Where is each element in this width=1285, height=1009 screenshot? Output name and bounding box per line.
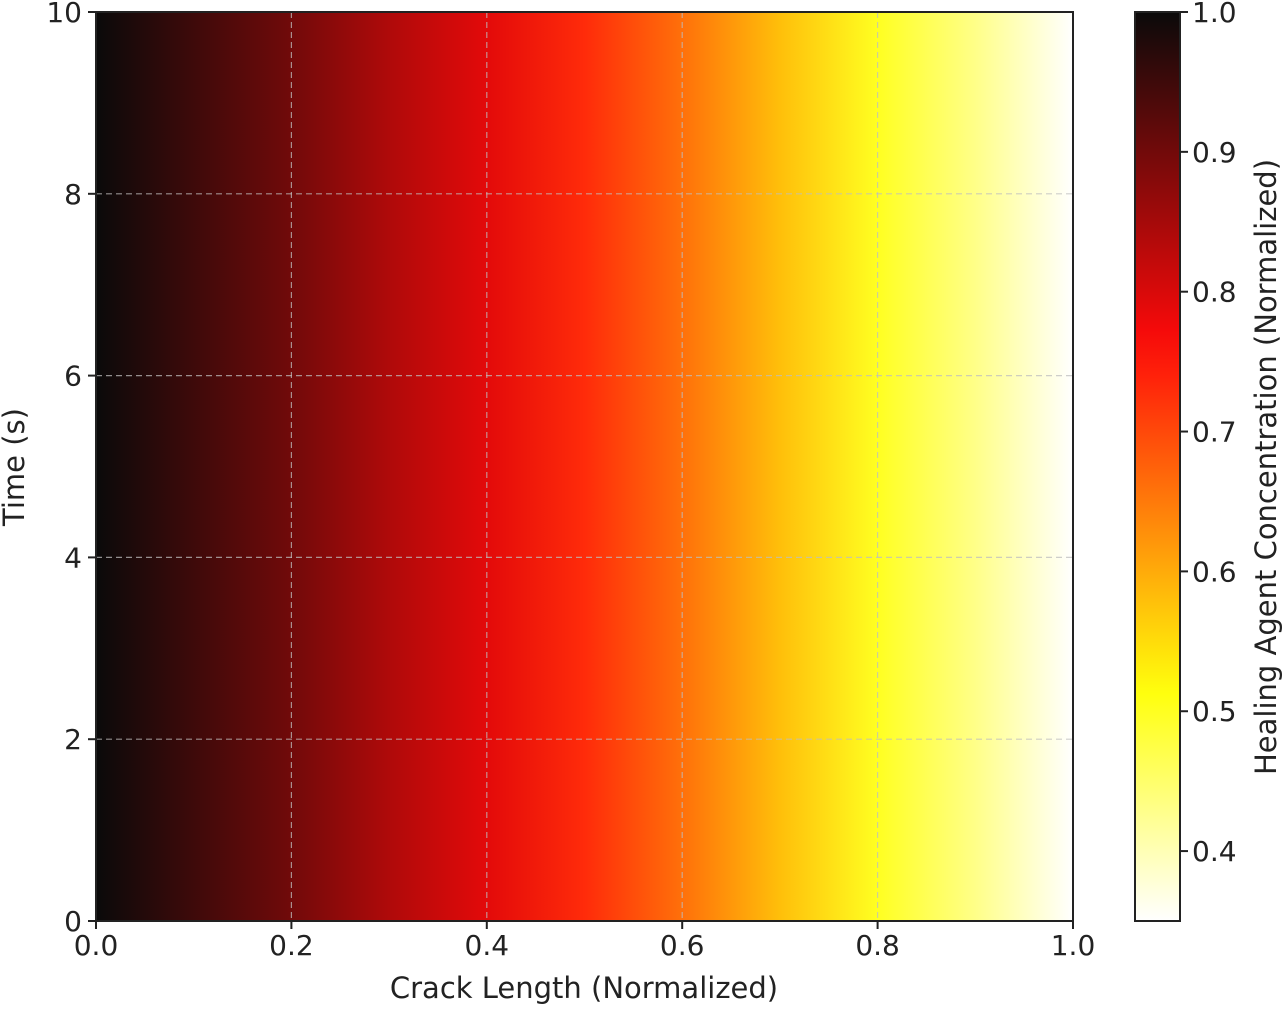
x-axis-label: Crack Length (Normalized) (390, 971, 778, 1005)
y-axis-ticks: 0 2 4 6 8 10 (46, 0, 96, 938)
x-tick-label: 1.0 (1051, 929, 1096, 962)
x-tick-label: 0.6 (660, 929, 705, 962)
x-tick-label: 0.0 (74, 929, 119, 962)
x-axis-ticks: 0.0 0.2 0.4 0.6 0.8 1.0 (74, 921, 1096, 962)
y-tick-label: 2 (64, 723, 82, 756)
y-tick-label: 4 (64, 541, 82, 574)
y-tick-label: 0 (64, 905, 82, 938)
heatmap-area (96, 12, 1073, 921)
y-tick-label: 6 (64, 360, 82, 393)
colorbar-tick-label: 0.6 (1192, 555, 1237, 588)
plot-frame (95, 11, 1074, 922)
colorbar-tick-label: 0.9 (1192, 136, 1237, 169)
y-tick-label: 8 (64, 178, 82, 211)
y-tick-label: 10 (46, 0, 82, 29)
colorbar-ticks: 0.4 0.5 0.6 0.7 0.8 0.9 1.0 (1180, 0, 1237, 868)
y-axis-label: Time (s) (0, 408, 31, 527)
x-tick-label: 0.4 (465, 929, 510, 962)
x-tick-label: 0.8 (855, 929, 900, 962)
colorbar-label: Healing Agent Concentration (Normalized) (1249, 159, 1283, 775)
x-tick-label: 0.2 (269, 929, 314, 962)
colorbar (1134, 11, 1181, 922)
colorbar-tick-label: 1.0 (1192, 0, 1237, 29)
colorbar-tick-label: 0.8 (1192, 276, 1237, 309)
colorbar-tick-label: 0.7 (1192, 416, 1237, 449)
colorbar-tick-label: 0.4 (1192, 835, 1237, 868)
colorbar-tick-label: 0.5 (1192, 695, 1237, 728)
